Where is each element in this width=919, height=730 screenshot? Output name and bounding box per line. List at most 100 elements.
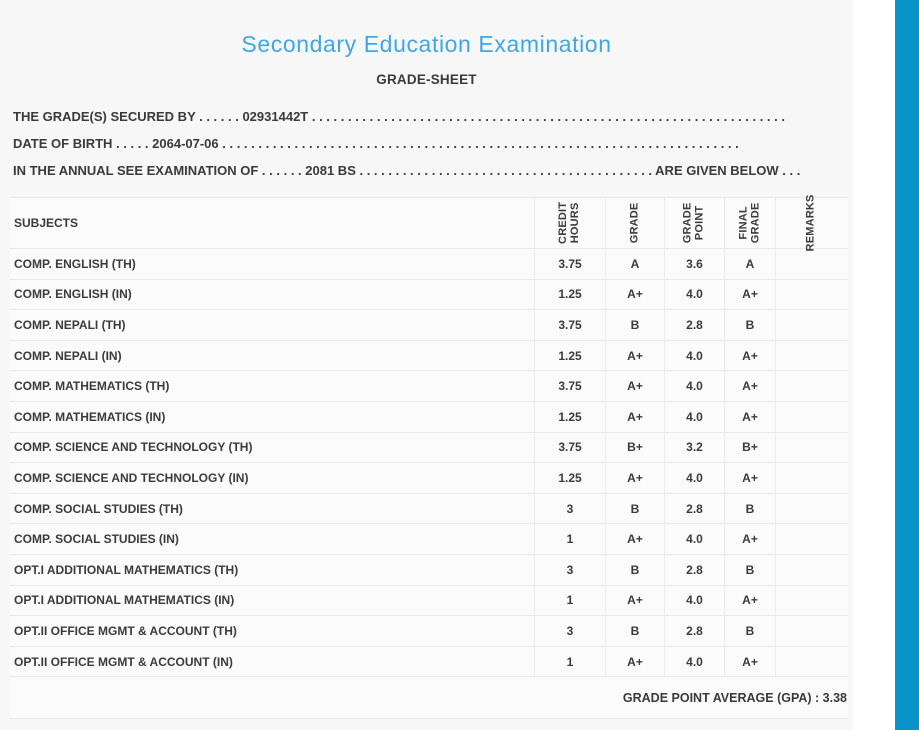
- grade-point-cell: 2.8: [664, 493, 724, 524]
- grade-cell: A+: [605, 279, 664, 310]
- grade-point-cell: 4.0: [664, 371, 724, 401]
- grade-point-cell: 2.8: [664, 554, 724, 585]
- final-grade-cell: A+: [724, 340, 775, 371]
- credit-hours-cell: 1.25: [534, 463, 605, 493]
- remarks-cell: [775, 463, 848, 493]
- info-line-date-of-birth: DATE OF BIRTH . . . . . 2064-07-06 . . .…: [13, 136, 739, 151]
- final-grade-cell: A+: [724, 279, 775, 310]
- table-row: OPT.II OFFICE MGMT & ACCOUNT (IN) 1 A+ 4…: [10, 646, 848, 678]
- remarks-cell: [775, 585, 848, 616]
- subject-cell: COMP. SCIENCE AND TECHNOLOGY (TH): [14, 440, 253, 455]
- subject-cell: COMP. ENGLISH (IN): [14, 287, 132, 302]
- grade-cell: A+: [605, 463, 664, 493]
- column-header-remarks: REMARKS: [775, 194, 848, 252]
- subject-cell: COMP. MATHEMATICS (IN): [14, 409, 166, 424]
- grade-cell: B: [605, 493, 664, 524]
- page-title: Secondary Education Examination: [241, 31, 612, 57]
- credit-hours-cell: 1: [534, 646, 605, 677]
- info-line-examination-year: IN THE ANNUAL SEE EXAMINATION OF . . . .…: [13, 163, 801, 178]
- subject-cell: OPT.I ADDITIONAL MATHEMATICS (TH): [14, 562, 239, 577]
- credit-hours-cell: 3.75: [534, 249, 605, 279]
- grade-cell: B: [605, 616, 664, 646]
- credit-hours-cell: 3.75: [534, 432, 605, 463]
- grade-cell: A+: [605, 371, 664, 401]
- column-header-grade-point: GRADE POINT: [664, 198, 724, 248]
- final-grade-cell: A+: [724, 524, 775, 554]
- table-row: COMP. SOCIAL STUDIES (TH) 3 B 2.8 B: [10, 493, 848, 525]
- subject-cell: COMP. MATHEMATICS (TH): [14, 379, 170, 394]
- final-grade-cell: A: [724, 249, 775, 279]
- table-row: COMP. MATHEMATICS (IN) 1.25 A+ 4.0 A+: [10, 401, 848, 433]
- remarks-cell: [775, 340, 848, 371]
- credit-hours-cell: 3: [534, 616, 605, 646]
- subject-cell: COMP. NEPALI (IN): [14, 348, 122, 363]
- subject-cell: COMP. SCIENCE AND TECHNOLOGY (IN): [14, 470, 249, 485]
- final-grade-cell: B+: [724, 432, 775, 463]
- remarks-cell: [775, 616, 848, 646]
- final-grade-cell: A+: [724, 463, 775, 493]
- page-subtitle: GRADE-SHEET: [376, 72, 477, 87]
- final-grade-cell: A+: [724, 646, 775, 677]
- grade-cell: A+: [605, 585, 664, 616]
- remarks-cell: [775, 371, 848, 401]
- credit-hours-cell: 1.25: [534, 401, 605, 432]
- credit-hours-cell: 1: [534, 585, 605, 616]
- grade-point-cell: 4.0: [664, 463, 724, 493]
- final-grade-cell: B: [724, 616, 775, 646]
- grade-cell: B+: [605, 432, 664, 463]
- grade-cell: A+: [605, 401, 664, 432]
- grade-cell: A: [605, 249, 664, 279]
- right-accent-bar: [895, 0, 919, 730]
- final-grade-cell: B: [724, 310, 775, 340]
- subject-cell: OPT.II OFFICE MGMT & ACCOUNT (TH): [14, 623, 237, 638]
- remarks-cell: [775, 310, 848, 340]
- final-grade-cell: B: [724, 493, 775, 524]
- grade-cell: B: [605, 310, 664, 340]
- grades-table: SUBJECTS CREDIT HOURS GRADE GRADE POINT …: [10, 194, 848, 720]
- table-row: COMP. NEPALI (TH) 3.75 B 2.8 B: [10, 310, 848, 341]
- table-row: COMP. MATHEMATICS (TH) 3.75 A+ 4.0 A+: [10, 371, 848, 402]
- subject-cell: OPT.I ADDITIONAL MATHEMATICS (IN): [14, 593, 235, 608]
- credit-hours-cell: 1.25: [534, 279, 605, 310]
- grade-cell: A+: [605, 524, 664, 554]
- subject-cell: COMP. NEPALI (TH): [14, 317, 126, 332]
- table-row: OPT.II OFFICE MGMT & ACCOUNT (TH) 3 B 2.…: [10, 616, 848, 647]
- table-row: OPT.I ADDITIONAL MATHEMATICS (IN) 1 A+ 4…: [10, 585, 848, 617]
- subject-cell: COMP. SOCIAL STUDIES (IN): [14, 532, 179, 547]
- credit-hours-cell: 3: [534, 554, 605, 585]
- column-header-credit-hours: CREDIT HOURS: [534, 198, 605, 248]
- grade-point-cell: 4.0: [664, 585, 724, 616]
- subject-cell: OPT.II OFFICE MGMT & ACCOUNT (IN): [14, 654, 233, 669]
- info-line-grades-secured-by: THE GRADE(S) SECURED BY . . . . . . 0293…: [13, 109, 785, 124]
- column-header-subjects: SUBJECTS: [14, 216, 79, 230]
- remarks-cell: [775, 554, 848, 585]
- grade-point-cell: 3.6: [664, 249, 724, 279]
- grade-sheet: Secondary Education Examination GRADE-SH…: [10, 31, 848, 720]
- table-row: COMP. ENGLISH (IN) 1.25 A+ 4.0 A+: [10, 279, 848, 311]
- subject-cell: COMP. SOCIAL STUDIES (TH): [14, 501, 183, 516]
- remarks-cell: [775, 279, 848, 310]
- grade-cell: A+: [605, 340, 664, 371]
- grade-cell: B: [605, 554, 664, 585]
- table-header-row: SUBJECTS CREDIT HOURS GRADE GRADE POINT …: [10, 194, 848, 252]
- gpa-text: GRADE POINT AVERAGE (GPA) : 3.38: [622, 690, 847, 705]
- grade-point-cell: 2.8: [664, 616, 724, 646]
- remarks-cell: [775, 249, 848, 279]
- table-row: COMP. SCIENCE AND TECHNOLOGY (IN) 1.25 A…: [10, 463, 848, 494]
- grade-point-cell: 4.0: [664, 524, 724, 554]
- table-row: COMP. ENGLISH (TH) 3.75 A 3.6 A: [10, 249, 848, 280]
- column-header-final-grade: FINAL GRADE: [724, 198, 775, 248]
- credit-hours-cell: 3.75: [534, 310, 605, 340]
- table-row: COMP. NEPALI (IN) 1.25 A+ 4.0 A+: [10, 340, 848, 372]
- final-grade-cell: A+: [724, 585, 775, 616]
- grade-point-cell: 4.0: [664, 646, 724, 677]
- remarks-cell: [775, 401, 848, 432]
- remarks-cell: [775, 432, 848, 463]
- grade-point-cell: 3.2: [664, 432, 724, 463]
- credit-hours-cell: 1.25: [534, 340, 605, 371]
- table-row: COMP. SCIENCE AND TECHNOLOGY (TH) 3.75 B…: [10, 432, 848, 464]
- credit-hours-cell: 1: [534, 524, 605, 554]
- remarks-cell: [775, 493, 848, 524]
- table-row: OPT.I ADDITIONAL MATHEMATICS (TH) 3 B 2.…: [10, 554, 848, 586]
- remarks-cell: [775, 646, 848, 677]
